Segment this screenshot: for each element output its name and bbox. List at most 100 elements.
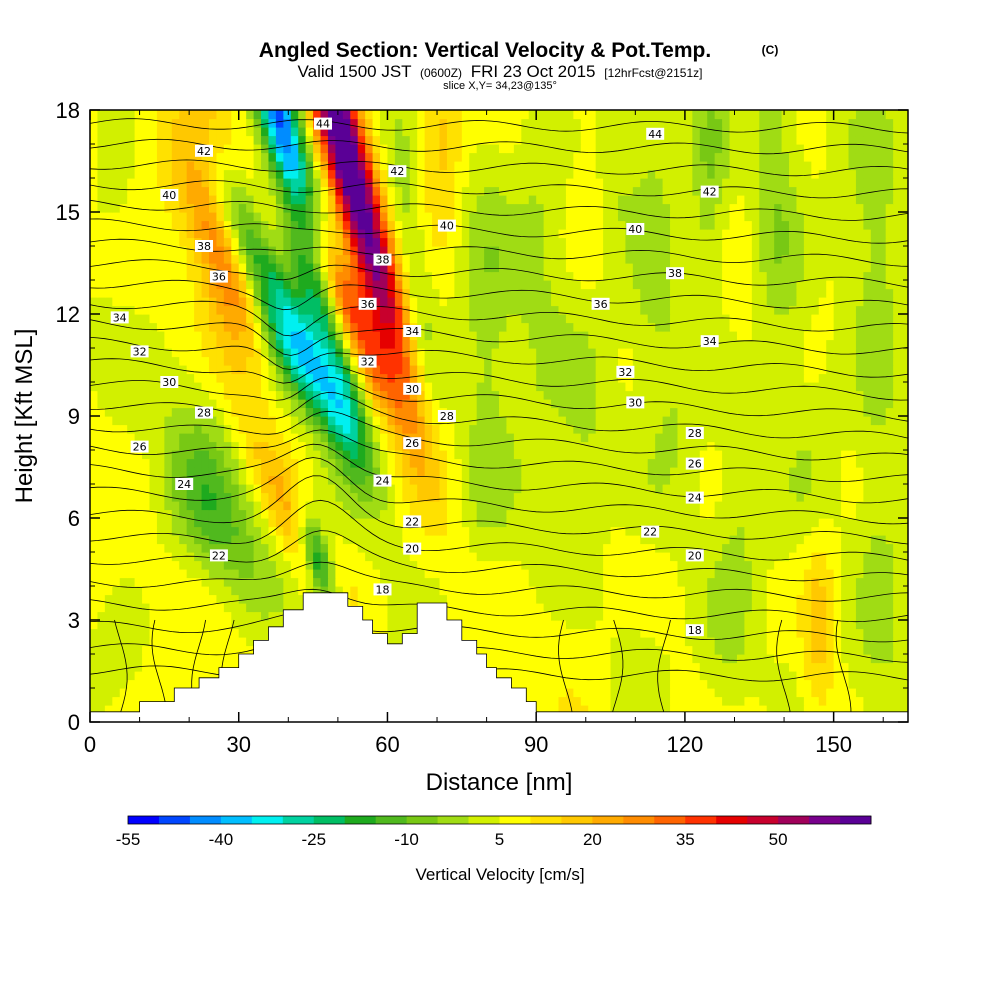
heatmap-cell [543, 688, 552, 698]
heatmap-cell [781, 705, 790, 715]
heatmap-cell [744, 382, 753, 392]
heatmap-cell [826, 339, 835, 349]
heatmap-cell [499, 467, 508, 477]
heatmap-cell [536, 365, 545, 375]
heatmap-cell [878, 450, 887, 460]
heatmap-cell [476, 441, 485, 451]
heatmap-cell [580, 484, 589, 494]
heatmap-cell [216, 433, 225, 443]
heatmap-cell [670, 696, 679, 706]
heatmap-cell [617, 543, 627, 553]
heatmap-cell [380, 407, 389, 417]
heatmap-cell [744, 348, 753, 358]
heatmap-cell [632, 475, 641, 485]
heatmap-cell [104, 620, 113, 630]
heatmap-cell [543, 407, 552, 417]
heatmap-cell [878, 654, 887, 664]
heatmap-cell [707, 501, 716, 511]
heatmap-cell [127, 365, 136, 375]
heatmap-cell [699, 348, 708, 358]
heatmap-cell [811, 654, 820, 664]
heatmap-cell [625, 484, 634, 494]
heatmap-cell [573, 569, 582, 579]
heatmap-cell [863, 356, 872, 366]
heatmap-cell [855, 339, 864, 349]
heatmap-cell [142, 543, 151, 553]
heatmap-cell [149, 458, 158, 468]
heatmap-cell [736, 586, 745, 596]
heatmap-cell [275, 501, 284, 511]
heatmap-cell [744, 577, 753, 587]
heatmap-cell [439, 424, 448, 434]
heatmap-cell [603, 492, 612, 502]
heatmap-cell [551, 509, 560, 519]
heatmap-cell [573, 492, 582, 502]
heatmap-cell [565, 501, 574, 511]
heatmap-cell [342, 390, 351, 400]
heatmap-cell [677, 339, 686, 349]
heatmap-cell [558, 373, 567, 383]
heatmap-cell [736, 535, 745, 545]
heatmap-cell [551, 458, 560, 468]
heatmap-cell [818, 475, 827, 485]
heatmap-cell [156, 492, 165, 502]
heatmap-cell [759, 416, 768, 426]
heatmap-cell [751, 654, 760, 664]
heatmap-cell [446, 535, 455, 545]
heatmap-cell [617, 450, 627, 460]
heatmap-cell [588, 586, 597, 596]
heatmap-cell [603, 611, 612, 621]
heatmap-cell [759, 382, 768, 392]
heatmap-cell [543, 492, 552, 502]
heatmap-cell [380, 390, 389, 400]
heatmap-cell [588, 382, 597, 392]
heatmap-cell [97, 671, 106, 681]
heatmap-cell [692, 407, 701, 417]
heatmap-cell [610, 433, 619, 443]
heatmap-cell [97, 645, 106, 655]
heatmap-cell [171, 543, 180, 553]
heatmap-cell [766, 416, 775, 426]
heatmap-cell [684, 560, 693, 570]
heatmap-cell [699, 518, 708, 528]
heatmap-cell [521, 492, 530, 502]
heatmap-cell [863, 509, 872, 519]
heatmap-cell [327, 475, 336, 485]
heatmap-cell [833, 424, 842, 434]
heatmap-cell [684, 382, 693, 392]
heatmap-cell [744, 467, 753, 477]
heatmap-cell [528, 645, 537, 655]
heatmap-cell [164, 526, 173, 536]
heatmap-cell [692, 518, 701, 528]
heatmap-cell [97, 705, 106, 715]
heatmap-cell [617, 382, 627, 392]
heatmap-cell [640, 475, 649, 485]
heatmap-cell [342, 467, 351, 477]
heatmap-cell [833, 696, 842, 706]
heatmap-cell [104, 569, 113, 579]
heatmap-cell [521, 671, 530, 681]
heatmap-cell [811, 467, 820, 477]
heatmap-cell [380, 416, 389, 426]
heatmap-cell [759, 620, 768, 630]
heatmap-cell [558, 382, 567, 392]
heatmap-cell [878, 688, 887, 698]
heatmap-cell [573, 424, 582, 434]
heatmap-cell [774, 339, 783, 349]
heatmap-cell [491, 373, 500, 383]
heatmap-cell [841, 416, 850, 426]
heatmap-cell [90, 654, 99, 664]
heatmap-cell [781, 645, 790, 655]
heatmap-cell [632, 509, 641, 519]
heatmap-cell [380, 603, 389, 613]
heatmap-cell [893, 688, 902, 698]
heatmap-cell [446, 339, 455, 349]
heatmap-cell [201, 416, 210, 426]
heatmap-cell [134, 365, 143, 375]
heatmap-cell [647, 373, 656, 383]
heatmap-cell [736, 560, 745, 570]
heatmap-cell [759, 501, 768, 511]
heatmap-cell [469, 399, 478, 409]
heatmap-cell [558, 543, 567, 553]
heatmap-cell [342, 577, 351, 587]
